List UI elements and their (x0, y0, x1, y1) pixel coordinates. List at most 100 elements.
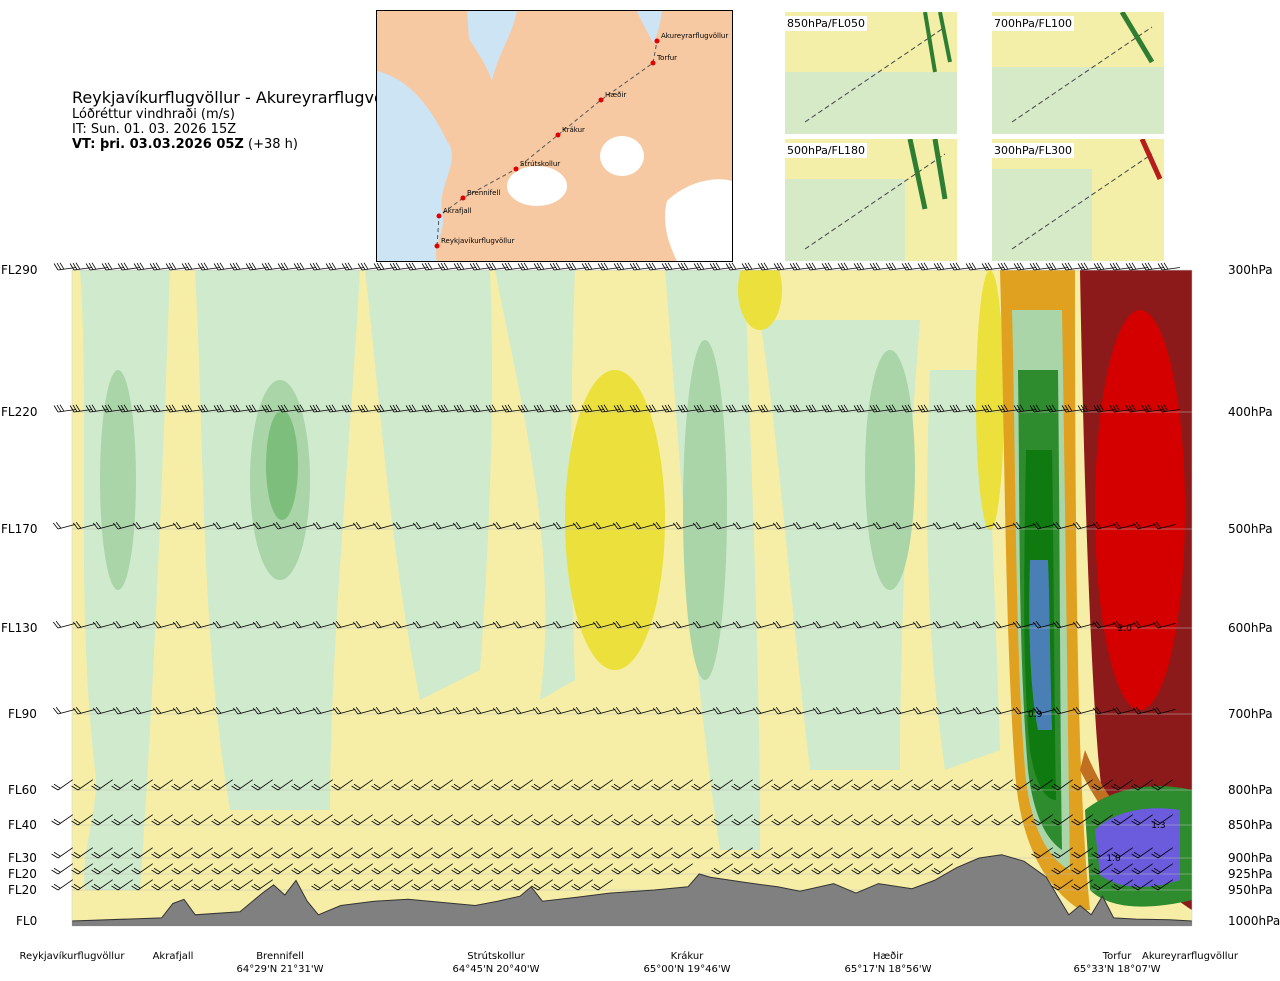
wind-barb (411, 863, 433, 875)
waypoint-label: Brennifell (467, 189, 500, 197)
wind-barb (111, 779, 133, 791)
wind-barb (531, 847, 553, 859)
wind-barb (1031, 779, 1053, 791)
wind-barb (231, 879, 253, 891)
wind-barb (332, 706, 356, 715)
thumb-700[interactable]: 700hPa/FL100 (992, 12, 1164, 134)
wind-barb (293, 262, 316, 271)
wind-barb (111, 863, 133, 875)
wind-barb (1152, 706, 1176, 715)
wind-barb (892, 521, 916, 530)
hpa-label: 950hPa (1228, 883, 1273, 897)
wind-barb (851, 779, 873, 791)
wind-barb (91, 863, 113, 875)
wind-barb (71, 814, 93, 826)
wind-barb (549, 262, 572, 271)
wind-barb (1131, 879, 1153, 891)
wind-barb (92, 521, 116, 530)
wind-barb (811, 863, 833, 875)
location-label: Brennifell 64°29'N 21°31'W (237, 950, 324, 976)
location-name: Strútskollur (467, 951, 525, 962)
wind-barb (271, 863, 293, 875)
wind-barb (331, 814, 353, 826)
wind-barb (693, 262, 716, 271)
value-annotation: 1.0 (1106, 854, 1121, 864)
thumb-300[interactable]: 300hPa/FL300 (992, 139, 1164, 261)
location-name: Reykjavíkurflugvöllur (19, 951, 125, 962)
cross-section-chart: 2.0 0.9 1.3 1.0 (51, 262, 1193, 927)
wind-barb (771, 847, 793, 859)
wind-barb (117, 262, 140, 271)
wind-barb (551, 814, 573, 826)
wind-barb (1029, 262, 1052, 271)
thumb-850[interactable]: 850hPa/FL050 (785, 12, 957, 134)
wind-barb (112, 620, 136, 629)
wind-barb (791, 814, 813, 826)
wind-barb (452, 521, 476, 530)
wind-barb (232, 706, 256, 715)
wind-barb (152, 521, 176, 530)
wind-barb (931, 779, 953, 791)
wind-barb (571, 814, 593, 826)
wind-barb (451, 863, 473, 875)
wind-barb (372, 620, 396, 629)
wind-barb (431, 779, 453, 791)
thumb-500[interactable]: 500hPa/FL180 (785, 139, 957, 261)
wind-barb (551, 863, 573, 875)
wind-barb (292, 706, 316, 715)
wind-barb (191, 779, 213, 791)
wind-barb (1072, 620, 1096, 629)
wind-barb (552, 706, 576, 715)
wind-barb (351, 779, 373, 791)
wind-barb (551, 879, 573, 891)
waypoint-label: Strútskollur (520, 160, 560, 168)
wind-barb (711, 863, 733, 875)
wind-barb (551, 779, 573, 791)
wind-barb (725, 262, 748, 271)
wind-barb (71, 847, 93, 859)
wind-barb (1091, 779, 1113, 791)
wind-barb (1072, 521, 1096, 530)
wind-barb (371, 863, 393, 875)
wind-barb (151, 879, 173, 891)
waypoint-marker (434, 243, 440, 249)
wind-barb (371, 847, 393, 859)
wind-barb (812, 620, 836, 629)
waypoint-marker (654, 38, 660, 44)
wind-barb (992, 521, 1016, 530)
wind-barb (1132, 620, 1156, 629)
wind-barb (932, 706, 956, 715)
wind-barb (852, 620, 876, 629)
wind-barb (172, 620, 196, 629)
wind-barb (1112, 521, 1136, 530)
wind-barb (732, 521, 756, 530)
fl-label: FL290 (1, 263, 38, 277)
wind-barb (911, 814, 933, 826)
wind-barb (912, 620, 936, 629)
wind-barb (357, 404, 380, 413)
wind-barb (51, 879, 73, 891)
map-water-west (377, 71, 452, 261)
wind-barb (652, 620, 676, 629)
wind-barb (312, 706, 336, 715)
wind-barb (972, 620, 996, 629)
wind-barb (151, 863, 173, 875)
wind-barb (471, 814, 493, 826)
wind-barb (831, 847, 853, 859)
wind-barb (512, 706, 536, 715)
wind-barb (391, 879, 413, 891)
thumb-850-label: 850hPa/FL050 (785, 16, 868, 31)
wind-barb (831, 779, 853, 791)
wind-barb (757, 262, 780, 271)
wind-barb (252, 620, 276, 629)
wind-barb (92, 620, 116, 629)
wind-barb (951, 779, 973, 791)
hpa-label: 300hPa (1228, 263, 1273, 277)
location-coord: 64°29'N 21°31'W (236, 964, 324, 975)
wind-barb (771, 814, 793, 826)
wind-barb (1071, 779, 1093, 791)
wind-barb (1071, 879, 1093, 891)
wind-barb (533, 262, 556, 271)
wind-barb (1152, 521, 1176, 530)
waypoint-marker (555, 132, 561, 138)
